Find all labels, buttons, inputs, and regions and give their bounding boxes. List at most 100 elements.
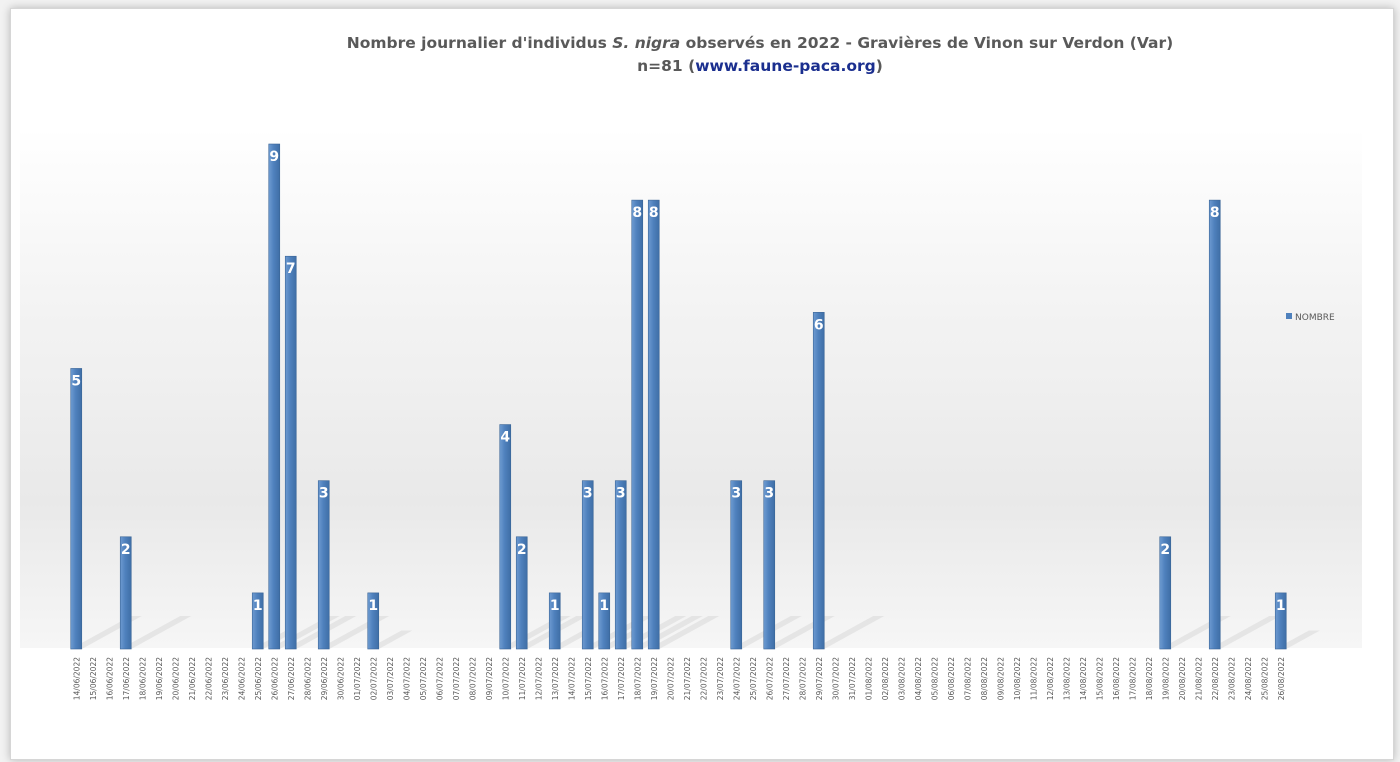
x-tick-label: 27/06/2022: [287, 657, 296, 700]
bar: [70, 368, 83, 650]
x-tick-label: 06/08/2022: [947, 657, 956, 700]
bar-shadow: [813, 616, 885, 649]
x-tick-label: 15/07/2022: [584, 657, 593, 700]
x-tick-label: 07/07/2022: [452, 657, 461, 700]
bar-data-label: 2: [1160, 542, 1170, 558]
x-tick-label: 01/08/2022: [864, 657, 873, 700]
bar-data-label: 1: [550, 598, 560, 614]
x-tick-label: 09/08/2022: [996, 657, 1005, 700]
x-tick-label: 04/07/2022: [402, 657, 411, 700]
x-tick-label: 11/08/2022: [1029, 657, 1038, 700]
x-tick-label: 22/06/2022: [204, 657, 213, 700]
x-tick-label: 01/07/2022: [353, 657, 362, 700]
bar: [581, 480, 594, 650]
x-tick-label: 09/07/2022: [485, 657, 494, 700]
x-tick-label: 22/07/2022: [699, 657, 708, 700]
x-tick-label: 11/07/2022: [518, 657, 527, 700]
x-tick-label: 19/07/2022: [650, 657, 659, 700]
bar-data-label: 1: [368, 598, 378, 614]
bar: [515, 536, 528, 650]
chart-subtitle-url[interactable]: www.faune-paca.org: [695, 57, 876, 75]
x-tick-label: 08/08/2022: [980, 657, 989, 700]
chart-subtitle: n=81 (www.faune-paca.org): [240, 55, 1280, 78]
x-tick-label: 25/07/2022: [749, 657, 758, 700]
bar-data-label: 6: [814, 317, 824, 333]
plot-area: [20, 128, 1362, 648]
x-tick-label: 18/08/2022: [1145, 657, 1154, 700]
x-tick-label: 23/07/2022: [716, 657, 725, 700]
x-tick-label: 29/06/2022: [320, 657, 329, 700]
x-tick-label: 12/07/2022: [534, 657, 543, 700]
x-tick-label: 17/07/2022: [617, 657, 626, 700]
x-tick-label: 17/06/2022: [122, 657, 131, 700]
x-tick-label: 26/07/2022: [765, 657, 774, 700]
x-tick-label: 30/06/2022: [336, 657, 345, 700]
bar: [1208, 199, 1221, 650]
x-tick-label: 24/07/2022: [732, 657, 741, 700]
x-tick-label: 18/07/2022: [633, 657, 642, 700]
x-tick-label: 25/08/2022: [1260, 657, 1269, 700]
x-tick-label: 24/08/2022: [1244, 657, 1253, 700]
x-tick-label: 03/07/2022: [386, 657, 395, 700]
x-tick-label: 20/06/2022: [171, 657, 180, 700]
legend-swatch: [1286, 313, 1292, 319]
x-tick-label: 04/08/2022: [914, 657, 923, 700]
x-tick-label: 02/08/2022: [881, 657, 890, 700]
bar-data-label: 8: [649, 205, 659, 221]
bar-data-label: 8: [632, 205, 642, 221]
legend-label: NOMBRE: [1295, 313, 1335, 323]
bar-data-label: 3: [319, 486, 329, 502]
x-tick-label: 03/08/2022: [897, 657, 906, 700]
x-tick-label: 15/06/2022: [89, 657, 98, 700]
bar: [730, 480, 743, 650]
bar-data-label: 5: [71, 373, 81, 389]
chart-title-post: observés en 2022 - Gravières de Vinon su…: [680, 34, 1174, 52]
x-tick-label: 13/08/2022: [1062, 657, 1071, 700]
x-tick-label: 16/07/2022: [600, 657, 609, 700]
x-tick-label: 29/07/2022: [815, 657, 824, 700]
x-tick-label: 20/08/2022: [1178, 657, 1187, 700]
x-tick-label: 02/07/2022: [369, 657, 378, 700]
x-tick-label: 28/07/2022: [798, 657, 807, 700]
bar: [1274, 592, 1287, 650]
x-tick-labels-group: 14/06/2022 15/06/2022 16/06/2022 17/06/2022…: [72, 657, 1286, 700]
x-tick-label: 10/07/2022: [501, 657, 510, 700]
x-tick-label: 16/06/2022: [105, 657, 114, 700]
bar-data-label: 1: [1276, 598, 1286, 614]
bar-data-label: 2: [517, 542, 527, 558]
chart-title: Nombre journalier d'individus S. nigra o…: [240, 32, 1280, 55]
bar: [1159, 536, 1172, 650]
bar: [268, 143, 281, 650]
x-tick-label: 15/08/2022: [1095, 657, 1104, 700]
x-tick-label: 27/07/2022: [782, 657, 791, 700]
chart-subtitle-post: ): [875, 57, 883, 75]
x-tick-label: 18/06/2022: [138, 657, 147, 700]
bar: [812, 312, 825, 650]
x-tick-label: 13/07/2022: [551, 657, 560, 700]
bar: [631, 199, 644, 650]
bar: [598, 592, 611, 650]
x-tick-label: 26/06/2022: [270, 657, 279, 700]
x-tick-label: 22/08/2022: [1211, 657, 1220, 700]
x-tick-label: 23/08/2022: [1227, 657, 1236, 700]
bar-data-label: 4: [500, 430, 510, 446]
bar-data-label: 3: [583, 486, 593, 502]
chart-title-block: Nombre journalier d'individus S. nigra o…: [240, 32, 1280, 78]
x-tick-label: 14/06/2022: [72, 657, 81, 700]
bar: [548, 592, 561, 650]
x-tick-label: 20/07/2022: [666, 657, 675, 700]
bar: [251, 592, 264, 650]
x-tick-label: 26/08/2022: [1277, 657, 1286, 700]
bar: [317, 480, 330, 650]
x-tick-label: 16/08/2022: [1112, 657, 1121, 700]
bar: [367, 592, 380, 650]
x-tick-label: 12/08/2022: [1046, 657, 1055, 700]
bar: [614, 480, 627, 650]
bar-data-label: 3: [764, 486, 774, 502]
x-tick-label: 21/07/2022: [683, 657, 692, 700]
bar-data-label: 8: [1210, 205, 1220, 221]
x-tick-label: 14/07/2022: [567, 657, 576, 700]
bar-data-label: 2: [121, 542, 131, 558]
